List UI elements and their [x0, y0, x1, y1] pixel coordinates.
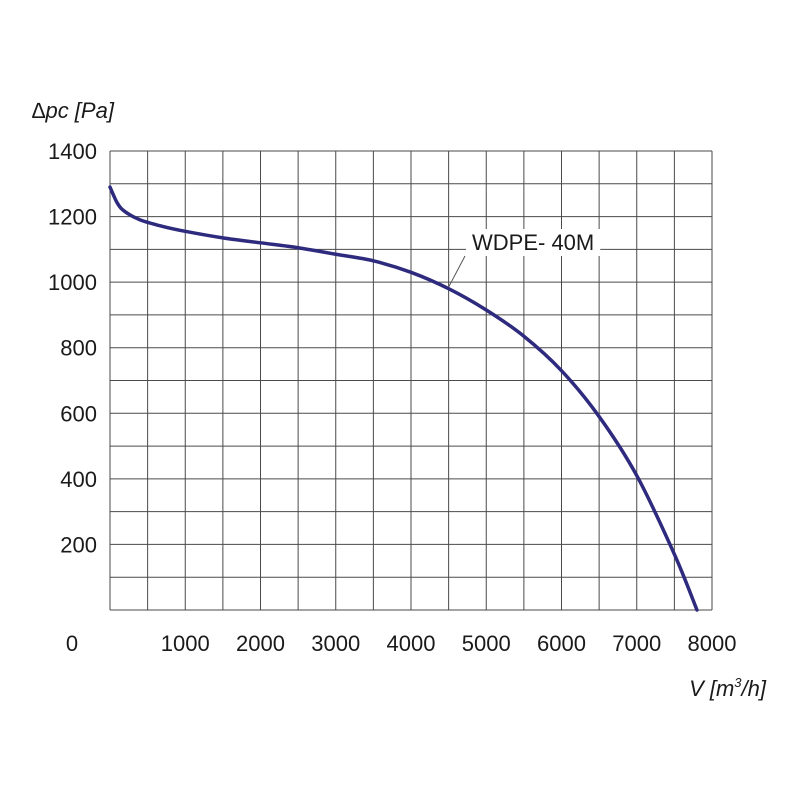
x-tick-label: 8000	[688, 631, 737, 656]
y-tick-label: 1400	[48, 139, 97, 164]
x-tick-label: 1000	[161, 631, 210, 656]
x-tick-label: 2000	[236, 631, 285, 656]
y-axis-title: ∆pc [Pa]	[32, 98, 115, 123]
y-tick-label: 200	[60, 532, 97, 557]
series-curve-wdpe-40m	[108, 185, 699, 612]
x-tick-label: 6000	[537, 631, 586, 656]
x-axis-title-end: /h]	[740, 676, 767, 701]
series-label-leader-line	[448, 255, 466, 288]
y-tick-label: 1000	[48, 270, 97, 295]
x-tick-label: 7000	[612, 631, 661, 656]
y-tick-label: 400	[60, 467, 97, 492]
x-tick-label: 4000	[387, 631, 436, 656]
series-label-box	[466, 229, 601, 256]
x-tick-label: 0	[66, 631, 78, 656]
x-tick-label: 3000	[311, 631, 360, 656]
x-axis-title: V [m3/h]	[689, 675, 767, 701]
x-tick-label: 5000	[462, 631, 511, 656]
grid	[109, 150, 713, 611]
x-axis-title-superscript: 3	[734, 675, 742, 690]
y-tick-label: 600	[60, 401, 97, 426]
y-axis-ticks: 200 400 600 800 1000 1200 1400	[48, 139, 97, 557]
x-axis-ticks: 0 1000 2000 3000 4000 5000 6000 7000 8000	[66, 631, 737, 656]
series-label: WDPE- 40M	[472, 230, 594, 255]
y-tick-label: 1200	[48, 205, 97, 230]
x-axis-title-main: V [m	[689, 676, 734, 701]
y-tick-label: 800	[60, 336, 97, 361]
